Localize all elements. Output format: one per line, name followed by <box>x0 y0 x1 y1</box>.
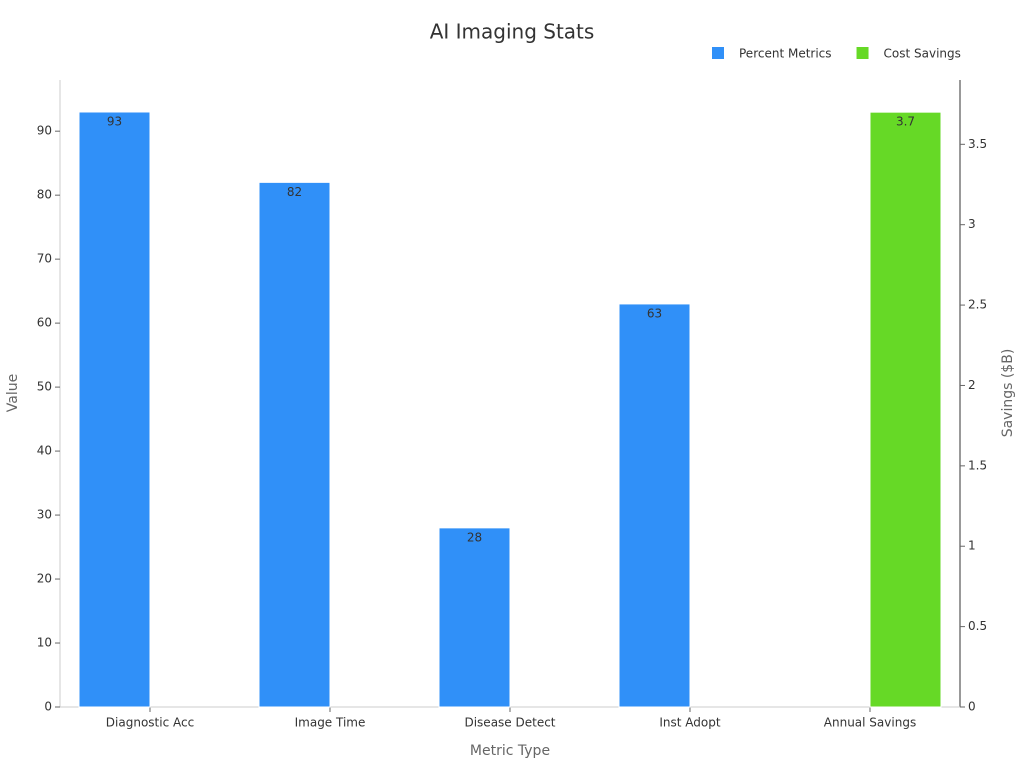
y-tick-label: 10 <box>37 636 52 650</box>
y2-tick-label: 1 <box>968 539 976 553</box>
y-tick-label: 50 <box>37 380 52 394</box>
bar <box>78 111 151 708</box>
y2-tick-label: 3 <box>968 217 976 231</box>
data-label: 93 <box>107 114 122 128</box>
bar <box>869 111 942 708</box>
chart-title: AI Imaging Stats <box>430 20 595 44</box>
legend-swatch <box>712 47 724 59</box>
data-label: 63 <box>647 306 662 320</box>
data-label: 28 <box>467 530 482 544</box>
y-tick-label: 30 <box>37 508 52 522</box>
legend-label: Cost Savings <box>884 47 961 61</box>
y-tick-label: 20 <box>37 572 52 586</box>
y2-tick-label: 2.5 <box>968 298 987 312</box>
y-tick-label: 0 <box>44 700 52 714</box>
y2-tick-label: 0 <box>968 700 976 714</box>
legend-swatch <box>856 47 869 59</box>
y2-tick-label: 2 <box>968 378 976 392</box>
bar <box>258 181 331 708</box>
x-tick-label: Inst Adopt <box>659 716 720 730</box>
x-tick-label: Diagnostic Acc <box>106 716 194 730</box>
y2-tick-label: 1.5 <box>968 458 987 472</box>
y-axis-title: Value <box>5 374 21 412</box>
x-tick-label: Image Time <box>295 716 366 730</box>
y-tick-label: 60 <box>37 316 52 330</box>
y2-axis-title: Savings ($B) <box>1000 349 1016 438</box>
y2-tick-label: 3.5 <box>968 137 987 151</box>
y-tick-label: 70 <box>37 252 52 266</box>
legend-label: Percent Metrics <box>739 47 832 61</box>
bar <box>618 303 691 708</box>
y-tick-label: 80 <box>37 188 52 202</box>
x-tick-label: Annual Savings <box>824 716 916 730</box>
bar <box>438 527 511 708</box>
x-tick-label: Disease Detect <box>464 716 555 730</box>
y2-tick-label: 0.5 <box>968 619 987 633</box>
data-label: 82 <box>287 185 302 199</box>
x-axis-title: Metric Type <box>470 743 550 759</box>
y-tick-label: 90 <box>37 124 52 138</box>
y-tick-label: 40 <box>37 444 52 458</box>
data-label: 3.7 <box>896 115 915 129</box>
